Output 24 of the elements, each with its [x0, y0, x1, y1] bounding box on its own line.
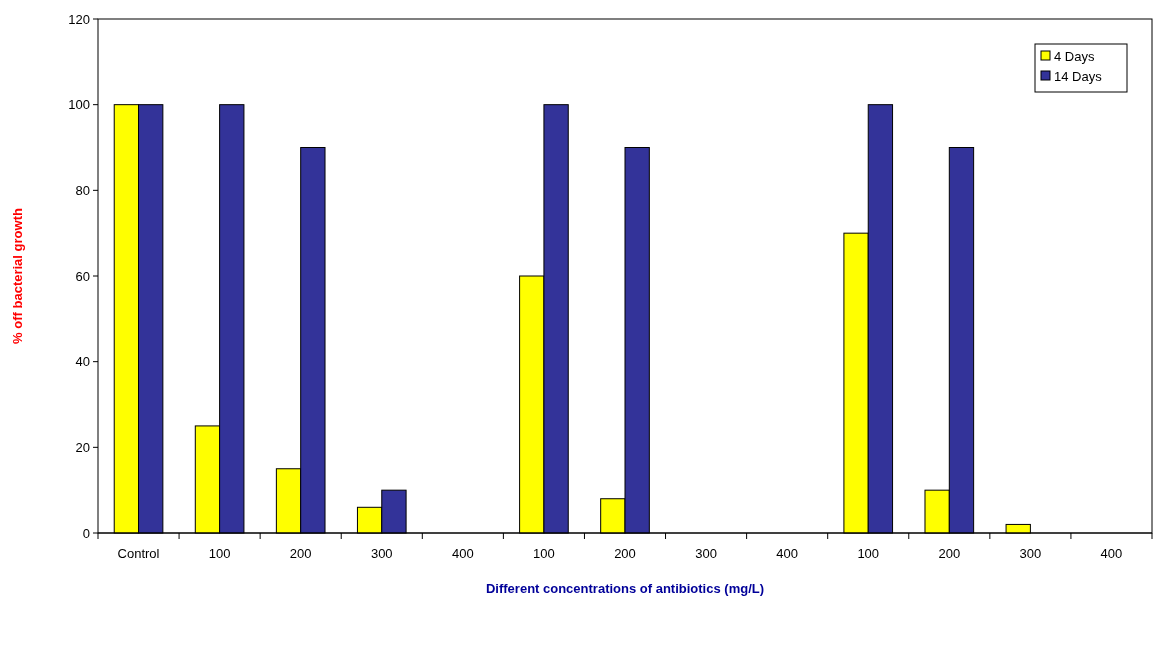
- x-tick-label: 100: [857, 546, 880, 561]
- y-tick-label: 80: [75, 182, 90, 198]
- x-tick-label: 200: [289, 546, 312, 561]
- y-tick-label: 100: [68, 97, 90, 113]
- y-tick-label: 60: [75, 268, 90, 284]
- legend-label: 14 Days: [1054, 68, 1103, 84]
- x-tick-label: 400: [1100, 546, 1123, 561]
- y-axis-title: % off bacterial growth: [10, 208, 25, 344]
- y-tick-label: 0: [82, 525, 90, 541]
- y-tick-label: 120: [68, 11, 90, 27]
- x-tick-label: 100: [533, 546, 555, 561]
- x-axis-title: Different concentrations of antibiotics (mg/L): [485, 581, 765, 596]
- x-tick-label: 400: [776, 546, 799, 561]
- y-tick-label: 40: [75, 354, 90, 370]
- y-tick-label: 20: [75, 439, 90, 455]
- x-tick-label: 100: [208, 546, 231, 561]
- x-tick-label: 200: [938, 546, 961, 561]
- x-tick-label: 400: [451, 546, 474, 561]
- x-tick-label: 300: [370, 546, 393, 561]
- x-tick-label: 200: [614, 546, 636, 561]
- x-tick-label: 300: [1019, 546, 1042, 561]
- x-tick-label: Control: [117, 546, 160, 561]
- x-tick-label: 300: [695, 546, 717, 561]
- legend-label: 4 Days: [1054, 48, 1095, 64]
